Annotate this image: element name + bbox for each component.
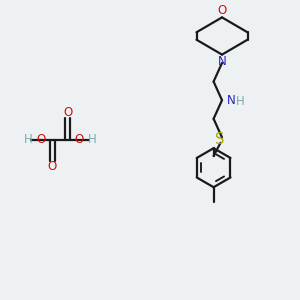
Text: S: S (215, 132, 224, 147)
Text: N: N (226, 94, 236, 107)
Text: H: H (236, 95, 244, 108)
Text: O: O (63, 106, 72, 119)
Text: H: H (23, 133, 32, 146)
Text: O: O (218, 4, 226, 17)
Text: O: O (48, 160, 57, 173)
Text: O: O (74, 133, 83, 146)
Text: H: H (88, 133, 97, 146)
Text: O: O (37, 133, 46, 146)
Text: N: N (218, 55, 226, 68)
